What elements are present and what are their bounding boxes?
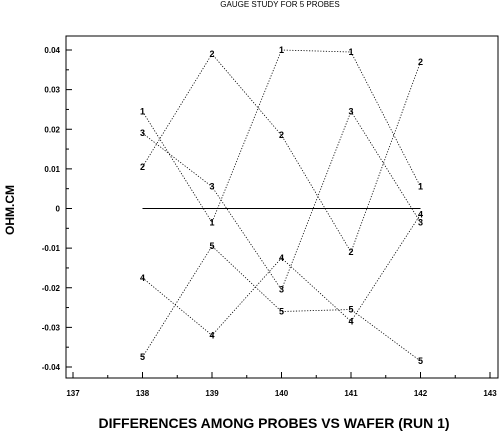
y-tick-label: -0.01 [42,244,61,253]
series-1-point: 1 [140,106,145,116]
series-4-point: 4 [279,253,284,263]
y-tick-label: 0.03 [44,86,60,95]
series-4-point: 4 [418,209,423,219]
x-tick-label: 141 [344,389,358,398]
series-1-line [142,49,421,224]
series-1-point: 1 [348,47,353,57]
x-tick-label: 139 [205,389,219,398]
x-tick-label: 138 [136,389,150,398]
y-tick-label: -0.04 [42,363,61,372]
series-2-point: 2 [140,162,145,172]
x-tick-label: 140 [275,389,289,398]
series-5-point: 5 [140,352,145,362]
series-4: 4 4 4 4 4 [140,209,423,340]
series-5: 5 5 5 5 5 [140,241,423,366]
series-4-line [142,214,421,336]
y-axis-label: OHM.CM [3,185,17,235]
series-5-point: 5 [418,356,423,366]
chart-title: GAUGE STUDY FOR 5 PROBES [220,0,339,9]
series-5-point: 5 [348,305,353,315]
series-2-point: 2 [418,57,423,67]
series-3-point: 3 [348,106,353,116]
series-2-point: 2 [348,247,353,257]
series-2-point: 2 [279,130,284,140]
series-1-point: 1 [418,182,423,192]
series-1-point: 1 [279,45,284,55]
series-4-point: 4 [348,316,353,326]
x-tick-label: 143 [483,389,497,398]
y-tick-label: 0 [56,205,61,214]
y-tick-label: 0.02 [44,125,60,134]
plot-border [65,35,499,379]
series-2-point: 2 [209,49,214,59]
series-2-line [142,53,421,254]
y-tick-label: 0.01 [44,165,60,174]
series-2: 2 2 2 2 2 [140,49,423,257]
series-4-point: 4 [209,330,214,340]
x-tick-label: 142 [414,389,428,398]
series-3-point: 3 [418,217,423,227]
series-4-point: 4 [140,273,145,283]
y-tick-label: 0.04 [44,46,60,55]
series-3: 3 3 3 3 3 [140,106,423,294]
y-tick-label: -0.02 [42,284,61,293]
x-tick-label: 137 [66,389,80,398]
series-5-point: 5 [209,241,214,251]
y-tick-label: -0.03 [42,323,61,332]
x-axis-label: DIFFERENCES AMONG PROBES VS WAFER (RUN 1… [98,415,449,431]
series-5-line [142,245,421,362]
series-3-point: 3 [279,285,284,295]
axes: 137 138 139 140 141 142 143-0.04-0.03-0.02-0.0… [42,46,497,398]
series-1: 1 1 1 1 1 [140,45,423,227]
series-3-point: 3 [209,182,214,192]
plot-frame [65,35,499,379]
series-3-point: 3 [140,128,145,138]
series-1-point: 1 [209,217,214,227]
series-5-point: 5 [279,307,284,317]
